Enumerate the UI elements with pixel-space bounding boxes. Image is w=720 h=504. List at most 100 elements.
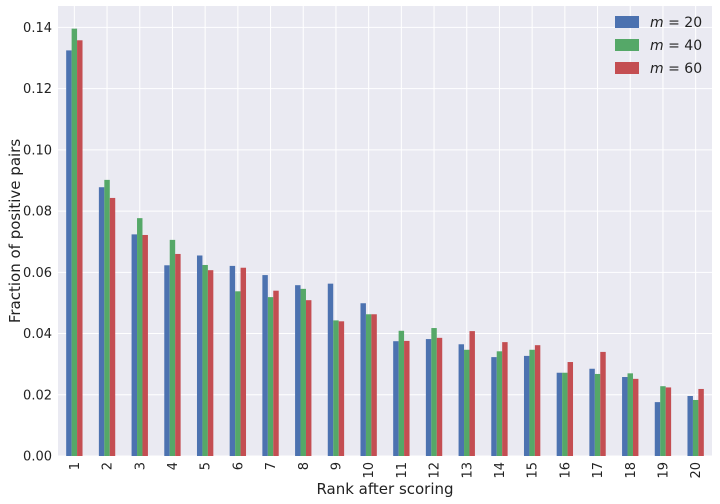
bar-series-3 [502,342,508,456]
x-tick-label: 5 [199,462,214,470]
bar-series-1 [393,341,399,456]
bar-series-2 [398,330,405,456]
bar-series-2 [137,218,143,456]
bar-series-1 [523,355,530,456]
legend-label: m = 20 [650,15,702,31]
x-tick-label: 20 [689,462,704,479]
x-tick-label: 11 [395,462,410,479]
x-tick-label: 14 [493,462,508,479]
bar-series-2 [692,399,699,456]
bar-series-2 [529,349,535,456]
x-tick-label: 3 [133,462,148,470]
y-tick-label: 0.10 [23,143,52,158]
y-tick-label: 0.06 [23,266,52,281]
bar-series-2 [300,288,306,456]
bar-series-1 [98,187,105,456]
legend-swatch [615,62,639,74]
y-tick-label: 0.12 [23,82,52,97]
x-tick-label: 17 [591,462,606,479]
legend-label: m = 40 [650,38,702,54]
bar-series-2 [333,320,339,456]
bar-series-2 [660,386,666,456]
bar-series-1 [164,265,170,456]
bar-series-3 [632,378,639,456]
bar-series-3 [109,197,116,456]
bar-series-2 [71,28,78,456]
y-tick-label: 0.04 [23,327,52,342]
bar-series-2 [169,239,176,456]
x-tick-label: 13 [460,462,475,479]
bar-series-1 [654,402,661,456]
legend-swatch [615,39,639,51]
bar-series-2 [431,328,437,456]
bar-series-2 [464,349,470,456]
bar-series-3 [665,387,672,456]
x-tick-label: 19 [656,462,671,479]
y-tick-label: 0.08 [23,205,52,220]
bar-series-1 [131,234,138,456]
bar-series-3 [698,388,704,456]
bar-series-1 [458,344,465,456]
bar-series-1 [589,368,595,456]
bar-series-2 [594,373,601,456]
bar-series-3 [305,300,312,456]
y-tick-label: 0.14 [23,21,52,36]
bar-series-1 [66,50,72,456]
bar-series-2 [202,264,208,456]
bar-series-3 [77,40,83,457]
x-tick-label: 15 [526,462,541,479]
x-tick-label: 12 [428,462,443,479]
bar-series-2 [627,373,633,456]
bar-series-1 [196,255,203,456]
x-axis-title: Rank after scoring [316,480,453,498]
bar-series-1 [491,357,497,456]
legend-swatch [615,16,639,28]
y-tick-label: 0.02 [23,388,52,403]
bar-series-1 [229,265,236,456]
bar-series-3 [273,290,279,456]
x-tick-label: 18 [624,462,639,479]
x-tick-label: 6 [231,462,246,470]
bar-series-3 [567,362,574,456]
y-tick-labels: 0.00 0.02 0.04 0.06 0.08 0.10 0.12 0.14 [23,21,52,465]
x-tick-label: 16 [558,462,573,479]
x-tick-label: 8 [297,462,312,470]
bar-series-1 [262,275,268,456]
bar-series-3 [404,340,410,456]
bar-series-3 [534,345,541,456]
bar-series-2 [104,179,110,456]
bars [66,28,704,457]
bar-series-2 [496,351,503,456]
bar-series-3 [469,331,475,456]
x-tick-label: 7 [264,462,279,470]
y-axis-title: Fraction of positive pairs [6,139,24,324]
bar-series-1 [327,283,334,456]
bar-series-2 [235,291,241,456]
bar-series-3 [338,321,345,456]
bar-series-2 [365,314,372,456]
bar-series-1 [687,396,693,456]
bar-series-3 [207,270,214,456]
legend-label: m = 60 [650,61,702,77]
bar-series-1 [425,339,432,456]
x-tick-label: 10 [362,462,377,479]
bar-series-3 [175,253,181,456]
bar-series-3 [436,337,443,456]
legend: m = 20 m = 40 m = 60 [615,15,702,77]
bar-series-3 [600,351,606,456]
x-tick-label: 1 [68,462,83,470]
y-tick-label: 0.00 [23,450,52,465]
bar-series-3 [240,267,247,456]
plot-background [58,6,712,456]
x-tick-label: 9 [329,462,344,470]
bar-series-1 [295,285,301,456]
bar-series-3 [142,234,148,456]
x-tick-labels: 1 2 3 4 5 6 7 8 9 10 11 12 13 14 15 16 17 18 19 20 [68,462,704,479]
bar-series-2 [562,372,568,456]
bar-series-1 [556,372,563,456]
x-tick-label: 2 [101,462,116,470]
bar-series-1 [622,377,628,456]
bar-series-3 [371,314,377,456]
bar-series-1 [360,303,366,456]
